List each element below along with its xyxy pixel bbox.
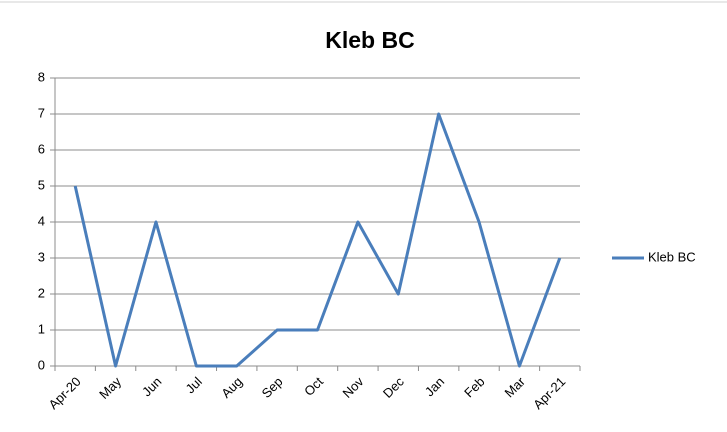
y-tick-label: 8	[38, 69, 45, 84]
y-tick-label: 0	[38, 357, 45, 372]
x-tick-label: Jan	[422, 374, 447, 399]
y-tick-label: 3	[38, 249, 45, 264]
y-tick-label: 4	[38, 213, 45, 228]
x-tick-label: Feb	[461, 374, 487, 400]
x-tick-label: Dec	[380, 374, 407, 401]
series-line	[73, 112, 562, 368]
y-tick-label: 1	[38, 321, 45, 336]
y-tick-label: 7	[38, 105, 45, 120]
y-tick-label: 6	[38, 141, 45, 156]
x-tick-label: Apr-20	[46, 374, 84, 412]
x-tick-label: Aug	[218, 374, 245, 401]
y-tick-label: 5	[38, 177, 45, 192]
x-tick-label: Nov	[339, 374, 366, 401]
x-tick-label: Apr-21	[530, 374, 568, 412]
x-tick-label: Sep	[259, 374, 286, 401]
x-tick-label: Oct	[301, 374, 326, 399]
x-tick-label: Jun	[139, 374, 164, 399]
legend-label: Kleb BC	[648, 249, 696, 264]
chart-title: Kleb BC	[325, 27, 414, 53]
x-tick-label: Mar	[502, 373, 529, 400]
y-tick-label: 2	[38, 285, 45, 300]
x-tick-label: May	[96, 374, 124, 402]
x-tick-label: Jul	[183, 374, 205, 396]
